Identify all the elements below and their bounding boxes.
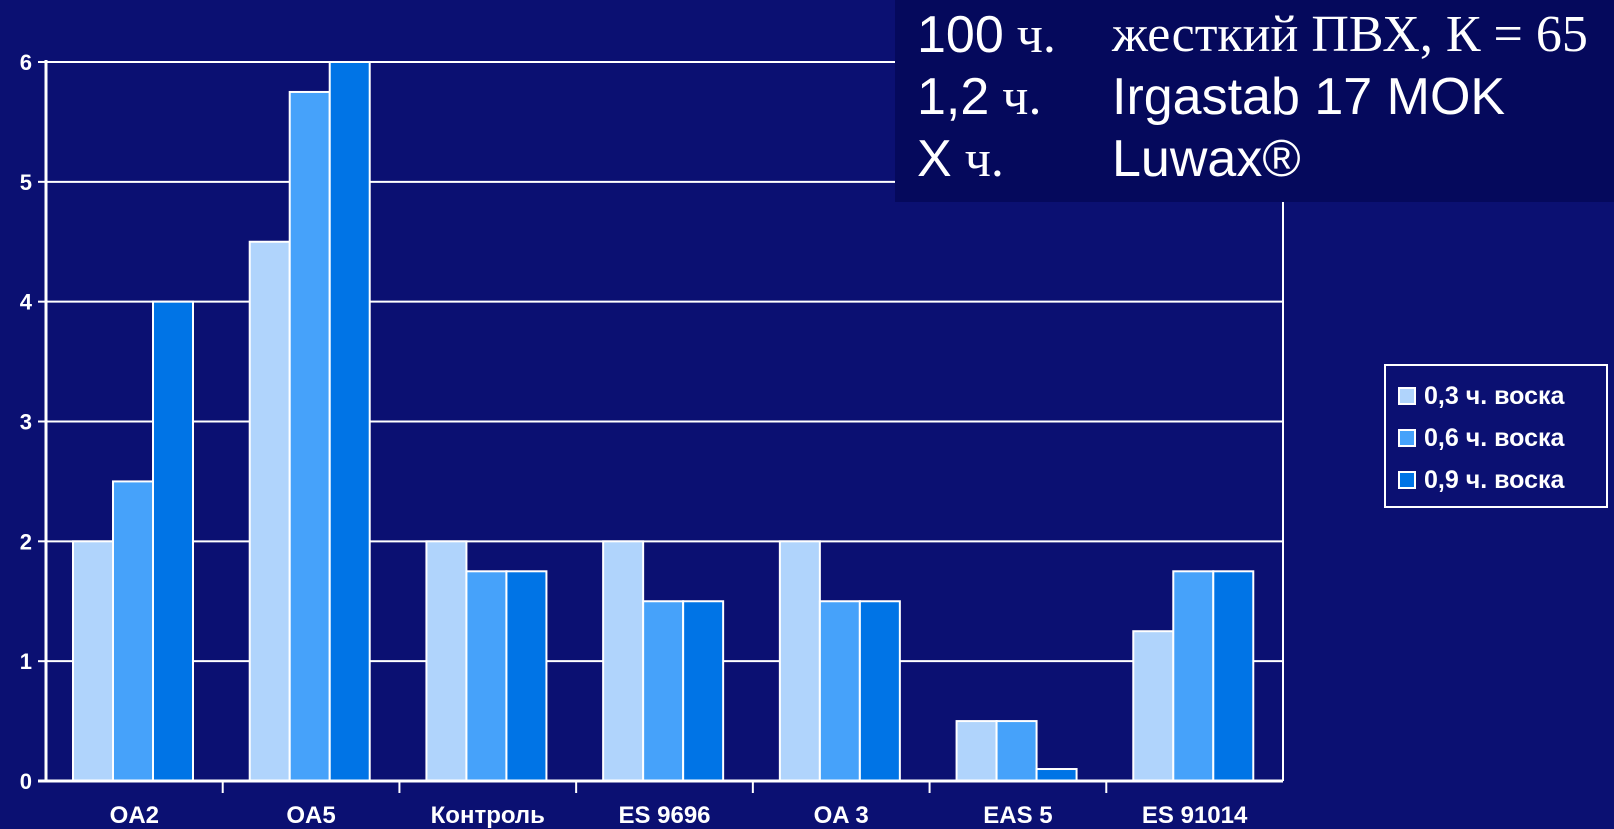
y-tick-label: 1: [20, 649, 32, 674]
x-tick-label: OA5: [286, 802, 335, 829]
x-tick-label: ES 9696: [618, 802, 710, 829]
legend: 0,3 ч. воска 0,6 ч. воска 0,9 ч. воска: [1384, 364, 1608, 508]
recipe-amount: X: [917, 130, 952, 188]
bars: [72, 61, 1255, 783]
tick-labels: 0 1 2 3 4 5 6 OA2 OA5 Контроль ES 9696 OA 3 EAS 5 ES …: [20, 50, 1248, 829]
bar: [152, 300, 194, 782]
bar: [682, 600, 725, 782]
bar: [642, 600, 685, 782]
x-tick-label: OA 3: [814, 802, 869, 829]
bar: [1035, 768, 1078, 782]
y-tick-label: 6: [20, 50, 32, 75]
bar: [602, 540, 645, 782]
y-tick-label: 0: [20, 769, 32, 794]
recipe-desc: Luwax®: [1112, 130, 1301, 188]
legend-swatch: [1398, 429, 1416, 447]
recipe-unit: ч.: [1003, 7, 1056, 64]
x-tick-label: OA2: [110, 802, 159, 829]
bar: [955, 720, 998, 782]
legend-label: 0,9 ч. воска: [1424, 465, 1565, 494]
bar: [858, 600, 901, 782]
x-tick-label: EAS 5: [983, 802, 1052, 829]
bar: [1172, 570, 1215, 783]
legend-item: 0,6 ч. воска: [1398, 420, 1564, 456]
legend-label: 0,6 ч. воска: [1424, 423, 1565, 452]
recipe-desc: Irgastab 17 MOK: [1112, 68, 1506, 126]
bar: [1132, 630, 1175, 782]
bar: [425, 540, 468, 782]
recipe-box: 100 ч. жесткий ПВХ, К = 65 1,2 ч. Irgast…: [895, 0, 1614, 202]
bar: [995, 720, 1038, 782]
axes: [38, 60, 1283, 793]
recipe-unit: ч.: [989, 69, 1042, 126]
legend-label: 0,3 ч. воска: [1424, 381, 1565, 410]
legend-swatch: [1398, 387, 1416, 405]
recipe-unit: ч.: [951, 131, 1004, 188]
bar: [1212, 570, 1255, 783]
bar: [72, 540, 114, 782]
x-tick-label: ES 91014: [1142, 802, 1248, 829]
y-tick-label: 5: [20, 170, 32, 195]
legend-swatch: [1398, 471, 1416, 489]
bar: [505, 570, 548, 783]
recipe-amount: 1,2: [917, 68, 990, 126]
bar: [818, 600, 861, 782]
bar: [778, 540, 821, 782]
x-tick-label: Контроль: [431, 802, 545, 829]
bar: [112, 480, 154, 782]
y-tick-label: 3: [20, 410, 32, 435]
recipe-amount: 100: [917, 6, 1004, 64]
bar: [465, 570, 508, 783]
y-tick-label: 2: [20, 529, 32, 554]
bar: [248, 240, 291, 782]
legend-item: 0,3 ч. воска: [1398, 378, 1564, 414]
legend-item: 0,9 ч. воска: [1398, 462, 1564, 498]
y-tick-label: 4: [20, 290, 33, 315]
bar: [328, 61, 371, 782]
bar: [288, 90, 331, 783]
recipe-desc: жесткий ПВХ, К = 65: [1112, 6, 1588, 63]
